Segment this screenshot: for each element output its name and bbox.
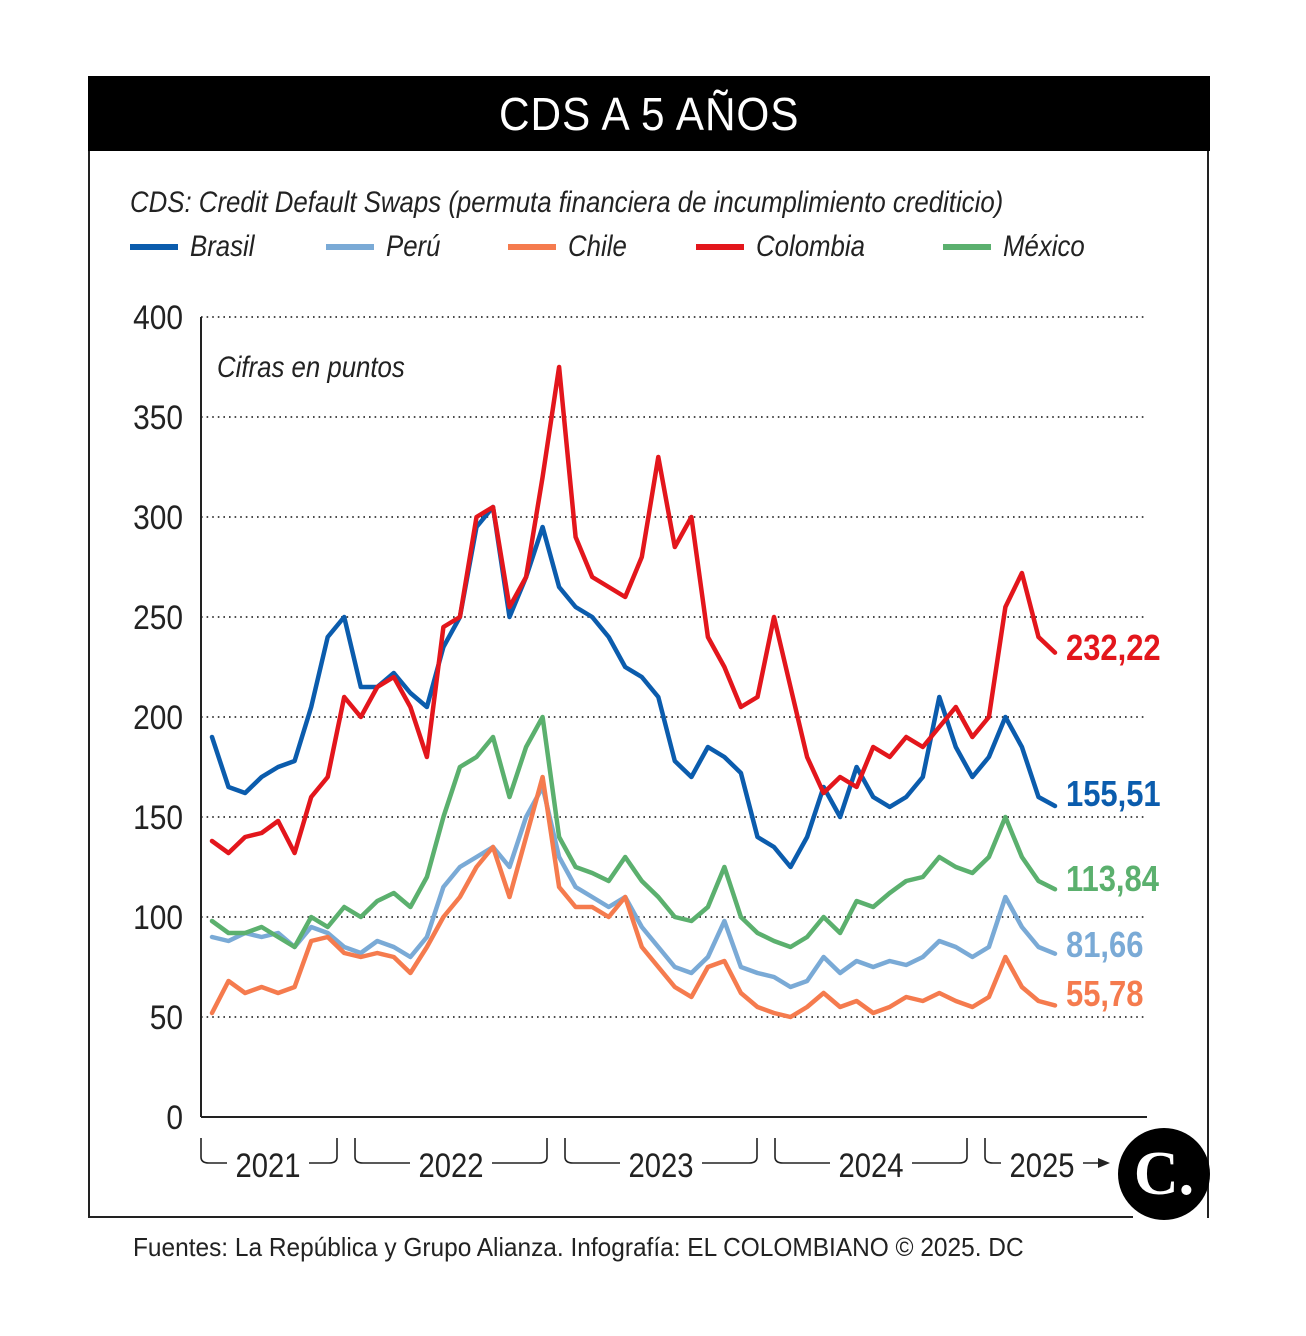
legend: Brasil Perú Chile Colombia México	[130, 230, 1130, 270]
arrow-right-icon	[1098, 1158, 1110, 1168]
period-bracket-left	[774, 1138, 830, 1164]
x-period-label: 2022	[418, 1146, 483, 1185]
legend-swatch-colombia	[696, 244, 744, 250]
y-tick-label: 100	[133, 898, 183, 936]
legend-label-colombia: Colombia	[756, 230, 865, 263]
legend-swatch-chile	[508, 244, 556, 250]
series-line-mexico	[209, 714, 1058, 950]
y-tick-label: 300	[133, 498, 183, 536]
y-axis-ticks: 0 50 100 150 200 250 300 350 400	[133, 298, 183, 1136]
period-bracket-left	[200, 1138, 227, 1164]
end-label-brasil: 155,51	[1066, 775, 1161, 815]
end-label-peru: 81,66	[1066, 926, 1143, 966]
series-line-peru	[209, 784, 1058, 990]
legend-item-brasil: Brasil	[130, 230, 265, 264]
x-period-label: 2024	[838, 1146, 903, 1185]
units-annotation: Cifras en puntos	[217, 350, 405, 383]
chart-subtitle: CDS: Credit Default Swaps (permuta finan…	[130, 186, 1004, 219]
series-line-chile	[209, 774, 1058, 1020]
y-tick-label: 0	[166, 1098, 183, 1136]
legend-swatch-peru	[326, 244, 374, 250]
legend-label-chile: Chile	[568, 230, 627, 263]
x-period-label: 2021	[235, 1146, 300, 1185]
legend-item-peru: Perú	[326, 230, 449, 264]
period-bracket-left	[354, 1138, 410, 1164]
chart-frame	[88, 76, 1209, 1218]
y-tick-label: 50	[150, 998, 183, 1036]
legend-item-mexico: México	[943, 230, 1098, 264]
chart-title: CDS A 5 AÑOS	[498, 87, 800, 140]
logo-glyph: C.	[1133, 1139, 1195, 1208]
y-tick-label: 350	[133, 398, 183, 436]
legend-label-brasil: Brasil	[190, 230, 255, 263]
el-colombiano-logo-icon: C.	[1118, 1128, 1210, 1220]
legend-label-peru: Perú	[386, 230, 441, 263]
end-label-chile: 55,78	[1066, 975, 1143, 1015]
end-label-colombia: 232,22	[1066, 629, 1161, 669]
series-line-brasil	[209, 504, 1058, 870]
x-period-label: 2025	[1009, 1146, 1074, 1185]
end-value-labels: 155,51 81,66 55,78 232,22 113,84	[1066, 629, 1161, 1015]
period-bracket-left	[564, 1138, 620, 1164]
title-bar: CDS A 5 AÑOS	[88, 76, 1210, 151]
legend-label-mexico: México	[1003, 230, 1085, 263]
end-label-mexico: 113,84	[1066, 860, 1159, 900]
y-tick-label: 150	[133, 798, 183, 836]
period-bracket-right	[702, 1138, 758, 1164]
y-tick-label: 400	[133, 298, 183, 336]
series-lines	[209, 364, 1058, 1020]
y-tick-label: 200	[133, 698, 183, 736]
period-bracket-right	[912, 1138, 968, 1164]
legend-item-colombia: Colombia	[696, 230, 883, 264]
x-period-label: 2023	[628, 1146, 693, 1185]
frame-bottom-rule	[88, 1216, 1133, 1218]
legend-item-chile: Chile	[508, 230, 636, 264]
series-line-colombia	[209, 364, 1058, 856]
legend-swatch-brasil	[130, 244, 178, 250]
x-axis-periods: 2021 2022 2023 2024 2025	[200, 1138, 1110, 1185]
source-footer: Fuentes: La República y Grupo Alianza. I…	[133, 1232, 1024, 1262]
y-tick-label: 250	[133, 598, 183, 636]
period-bracket-right	[492, 1138, 548, 1164]
period-bracket-left	[984, 1138, 1001, 1164]
period-bracket-right	[309, 1138, 338, 1164]
legend-swatch-mexico	[943, 244, 991, 250]
